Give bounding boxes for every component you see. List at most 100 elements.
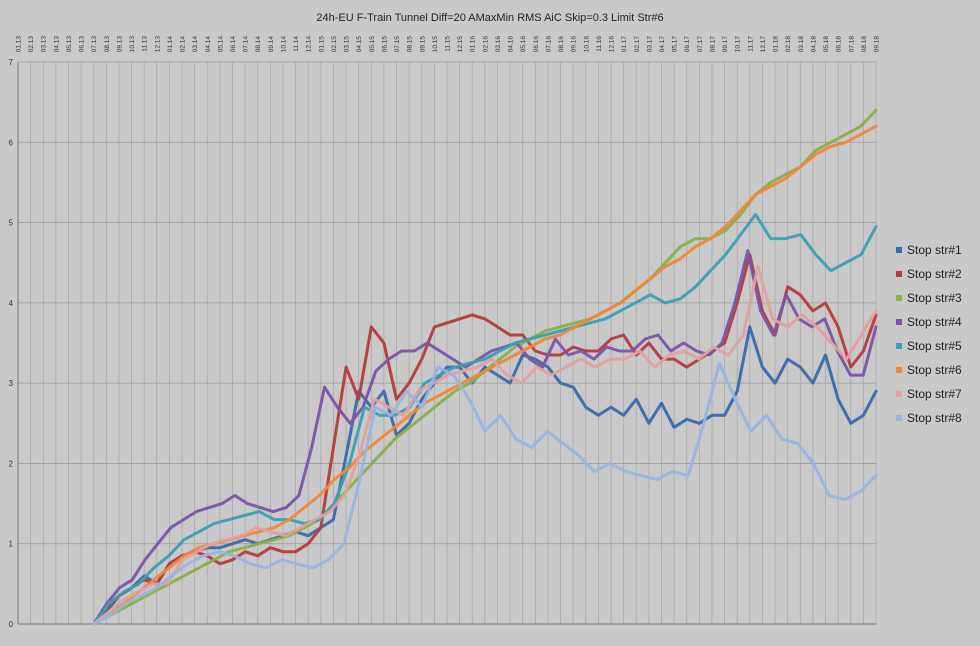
series-line — [92, 249, 878, 626]
x-tick-label: 05.16 — [520, 36, 527, 53]
legend-label: Stop str#6 — [907, 363, 962, 377]
x-tick-label: 06.14 — [230, 36, 237, 53]
legend-marker — [896, 367, 902, 373]
x-tick-label: 12.16 — [609, 36, 616, 53]
x-tick-label: 09.16 — [571, 36, 578, 53]
x-tick-label: 01.17 — [621, 36, 628, 53]
x-tick-label: 06.17 — [684, 36, 691, 53]
plot-area — [17, 62, 876, 625]
x-tick-label: 08.14 — [255, 36, 262, 53]
y-tick-label: 2 — [9, 459, 14, 468]
series-line — [92, 325, 878, 626]
legend: Stop str#1 Stop str#2 Stop str#3 Stop str#4… — [896, 243, 962, 425]
x-tick-label: 03.17 — [646, 36, 653, 53]
x-tick-label: 09.14 — [268, 36, 275, 53]
x-tick-label: 11.14 — [293, 36, 300, 52]
x-tick-label: 08.15 — [407, 36, 414, 53]
x-tick-label: 11.13 — [142, 36, 149, 52]
series-lines — [92, 108, 878, 626]
legend-marker — [896, 343, 902, 349]
y-tick-label: 1 — [9, 540, 14, 549]
x-tick-label: 01.18 — [773, 36, 780, 53]
legend-marker — [896, 247, 902, 253]
x-tick-label: 05.18 — [823, 36, 830, 53]
x-tick-label: 11.17 — [747, 36, 754, 52]
x-tick-label: 09.13 — [116, 36, 123, 53]
x-tick-label: 07.18 — [848, 36, 855, 53]
y-tick-label: 0 — [9, 620, 14, 629]
x-tick-label: 06.13 — [79, 36, 86, 53]
x-tick-label: 04.16 — [508, 36, 515, 53]
x-tick-label: 06.15 — [381, 36, 388, 53]
x-tick-label: 10.13 — [129, 36, 136, 53]
x-tick-label: 10.16 — [583, 36, 590, 53]
x-tick-label: 02.14 — [180, 36, 187, 53]
x-tick-label: 02.16 — [482, 36, 489, 53]
series-line — [92, 265, 878, 626]
x-tick-label: 10.15 — [432, 36, 439, 53]
legend-label: Stop str#1 — [907, 243, 962, 257]
x-tick-label: 07.17 — [697, 36, 704, 53]
x-tick-label: 02.17 — [634, 36, 641, 53]
x-tick-label: 03.16 — [495, 36, 502, 53]
y-tick-label: 7 — [9, 58, 14, 67]
x-tick-label: 06.18 — [836, 36, 843, 53]
x-tick-label: 01.14 — [167, 36, 174, 53]
x-tick-label: 07.15 — [394, 36, 401, 53]
x-tick-label: 09.18 — [874, 36, 881, 53]
grid-lines — [17, 61, 877, 625]
x-tick-label: 09.15 — [419, 36, 426, 53]
y-tick-label: 3 — [9, 379, 14, 388]
legend-marker — [896, 415, 902, 421]
x-tick-label: 04.18 — [810, 36, 817, 53]
series-line — [92, 361, 878, 626]
x-tick-label: 11.16 — [596, 36, 603, 52]
x-tick-label: 04.17 — [659, 36, 666, 53]
x-tick-label: 08.16 — [558, 36, 565, 53]
x-tick-label: 01.15 — [318, 36, 325, 53]
y-tick-label: 6 — [9, 138, 14, 147]
x-tick-label: 10.14 — [280, 36, 287, 53]
legend-label: Stop str#4 — [907, 315, 962, 329]
x-tick-label: 01.16 — [470, 36, 477, 53]
x-axis: 01.13 02.13 03.13 04.13 05.13 06.13 07.13 08.13… — [16, 36, 881, 53]
legend-marker — [896, 295, 902, 301]
x-tick-label: 05.17 — [672, 36, 679, 53]
x-tick-label: 07.13 — [91, 36, 98, 53]
x-tick-label: 09.17 — [722, 36, 729, 53]
x-tick-label: 07.14 — [243, 36, 250, 53]
x-tick-label: 02.18 — [785, 36, 792, 53]
y-tick-label: 4 — [9, 299, 14, 308]
x-tick-label: 02.13 — [28, 36, 35, 53]
legend-label: Stop str#2 — [907, 267, 962, 281]
x-tick-label: 03.15 — [344, 36, 351, 53]
x-tick-label: 03.18 — [798, 36, 805, 53]
y-axis: 0 1 2 3 4 5 6 7 — [9, 58, 14, 629]
x-tick-label: 11.15 — [445, 36, 452, 52]
x-tick-label: 12.17 — [760, 36, 767, 53]
x-tick-label: 06.16 — [533, 36, 540, 53]
x-tick-label: 08.18 — [861, 36, 868, 53]
x-tick-label: 08.13 — [104, 36, 111, 53]
x-tick-label: 12.14 — [306, 36, 313, 53]
x-tick-label: 01.13 — [16, 36, 23, 53]
x-tick-label: 05.15 — [369, 36, 376, 53]
x-tick-label: 04.14 — [205, 36, 212, 53]
series-line — [92, 253, 878, 626]
x-tick-label: 07.16 — [545, 36, 552, 53]
legend-marker — [896, 319, 902, 325]
x-tick-label: 04.13 — [53, 36, 60, 53]
legend-label: Stop str#7 — [907, 387, 962, 401]
legend-label: Stop str#8 — [907, 411, 962, 425]
x-tick-label: 10.17 — [735, 36, 742, 53]
legend-marker — [896, 391, 902, 397]
x-tick-label: 03.13 — [41, 36, 48, 53]
x-tick-label: 04.15 — [356, 36, 363, 53]
x-tick-label: 02.15 — [331, 36, 338, 53]
x-tick-label: 05.14 — [217, 36, 224, 53]
x-tick-label: 12.13 — [154, 36, 161, 53]
x-tick-label: 12.15 — [457, 36, 464, 53]
x-tick-label: 05.13 — [66, 36, 73, 53]
legend-marker — [896, 271, 902, 277]
